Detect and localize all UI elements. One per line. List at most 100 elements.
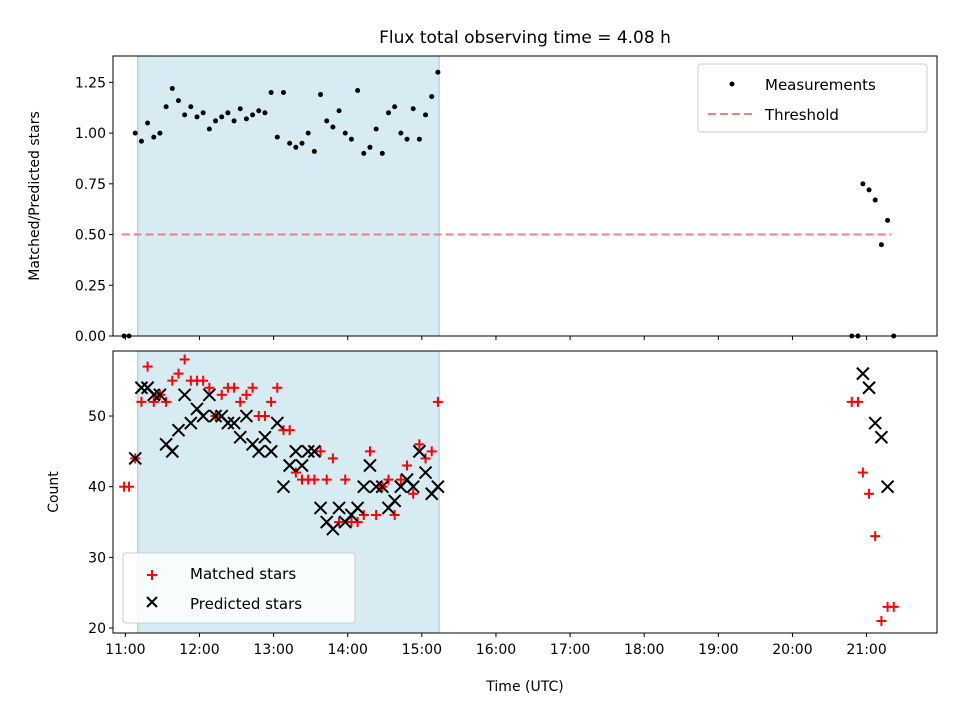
matched-star-point xyxy=(364,446,375,457)
bottom-x-tick-label: 21:00 xyxy=(846,642,886,658)
matched-star-point xyxy=(204,382,215,393)
matched-star-point xyxy=(124,481,135,492)
measurement-point xyxy=(268,90,274,96)
bottom-y-tick-label: 30 xyxy=(88,550,106,566)
measurement-point xyxy=(885,217,891,223)
matched-star-point xyxy=(266,396,277,407)
shade-fill xyxy=(137,56,440,336)
measurement-point xyxy=(194,114,200,120)
measurement-point xyxy=(423,112,429,118)
predicted-star-point xyxy=(147,388,161,402)
predicted-star-point xyxy=(363,458,377,473)
measurement-point xyxy=(169,85,175,91)
bottom-x-ticks: 11:00 12:00 13:00 14:00 15:00 16:00 17:00 18:00… xyxy=(105,633,887,658)
measurement-point xyxy=(243,116,249,122)
measurement-point xyxy=(188,104,194,110)
chart-title: Flux total observing time = 4.08 h xyxy=(379,28,671,48)
matched-star-point xyxy=(284,425,295,436)
bottom-y-axis-label: Count xyxy=(46,471,62,513)
matched-star-point xyxy=(259,411,270,422)
matched-star-point xyxy=(852,396,863,407)
predicted-star-point xyxy=(431,479,445,494)
measurement-point xyxy=(392,104,398,110)
top-panel: 0.00 0.25 0.50 0.75 1.00 1.25 Matched/Predict… xyxy=(27,55,938,345)
matched-star-point xyxy=(327,453,338,464)
measurement-point xyxy=(206,126,212,132)
measurement-point xyxy=(860,181,866,187)
predicted-star-point xyxy=(196,409,210,423)
predicted-star-point xyxy=(252,444,266,459)
matched-star-point xyxy=(420,453,431,464)
top-legend: Measurements Threshold xyxy=(697,63,928,133)
measurement-point xyxy=(250,112,256,118)
bottom-x-tick-label: 11:00 xyxy=(105,642,145,658)
measurement-point xyxy=(182,112,188,118)
bottom-plot-frame xyxy=(112,350,938,634)
measurement-point xyxy=(336,108,342,114)
top-y-ticks: 0.00 0.25 0.50 0.75 1.00 1.25 xyxy=(75,75,113,345)
matched-star-point xyxy=(876,615,887,626)
matched-star-point xyxy=(334,517,345,528)
measurement-point xyxy=(410,106,416,112)
bottom-legend-box xyxy=(122,552,356,624)
predicted-star-point xyxy=(208,409,223,423)
predicted-star-point xyxy=(282,458,297,473)
bottom-x-tick-label: 15:00 xyxy=(402,642,442,658)
measurement-point xyxy=(145,120,151,126)
matched-star-point xyxy=(870,531,881,542)
legend-matched-marker xyxy=(147,570,157,580)
predicted-star-point xyxy=(357,479,371,494)
measurement-point xyxy=(342,130,348,136)
top-y-axis-label: Matched/Predicted stars xyxy=(27,111,43,281)
predicted-star-point xyxy=(227,416,241,430)
bottom-x-tick-label: 20:00 xyxy=(772,642,812,658)
bottom-y-ticks: 20 30 40 50 xyxy=(88,409,113,637)
measurement-point xyxy=(293,144,299,150)
measurement-point xyxy=(367,144,373,150)
predicted-star-point xyxy=(868,416,882,430)
matched-star-point xyxy=(235,396,246,407)
measurement-point xyxy=(416,136,422,142)
matched-star-point xyxy=(161,396,172,407)
matched-star-point xyxy=(309,474,320,485)
predicted-star-point xyxy=(369,479,383,494)
matched-star-point xyxy=(389,509,400,520)
measurement-point xyxy=(305,130,311,136)
predicted-star-point xyxy=(171,423,186,437)
x-axis-label: Time (UTC) xyxy=(485,679,563,695)
top-y-tick-label: 0.00 xyxy=(75,329,106,345)
predicted-star-point xyxy=(134,381,149,395)
measurement-point xyxy=(274,134,280,140)
bottom-x-tick-label: 19:00 xyxy=(698,642,738,658)
predicted-star-point xyxy=(307,444,322,459)
matched-star-point xyxy=(290,467,301,478)
measurement-point xyxy=(429,94,435,100)
matched-star-point xyxy=(241,389,252,400)
matched-star-point xyxy=(229,382,240,393)
matched-star-point xyxy=(179,354,190,365)
predicted-star-point xyxy=(128,451,142,466)
matched-star-point xyxy=(414,439,425,450)
top-measurement-points xyxy=(121,69,897,339)
measurement-point xyxy=(866,187,872,193)
predicted-star-point xyxy=(233,430,247,444)
measurement-point xyxy=(132,130,138,136)
predicted-star-point xyxy=(276,479,291,494)
measurement-point xyxy=(138,138,144,144)
bottom-y-tick-label: 20 xyxy=(88,621,106,637)
predicted-star-point xyxy=(258,430,272,444)
bottom-x-tick-label: 14:00 xyxy=(328,642,368,658)
predicted-star-point xyxy=(874,430,889,444)
matched-star-point xyxy=(272,382,283,393)
measurement-point xyxy=(280,90,286,96)
measurement-point xyxy=(404,136,410,142)
measurement-point xyxy=(330,124,336,130)
measurement-point xyxy=(262,110,268,116)
matched-star-point xyxy=(315,446,326,457)
measurement-point xyxy=(237,106,243,112)
predicted-star-point xyxy=(313,501,328,515)
measurement-point xyxy=(324,118,330,124)
legend-measurements-label: Measurements xyxy=(765,76,876,94)
measurement-point xyxy=(157,130,163,136)
